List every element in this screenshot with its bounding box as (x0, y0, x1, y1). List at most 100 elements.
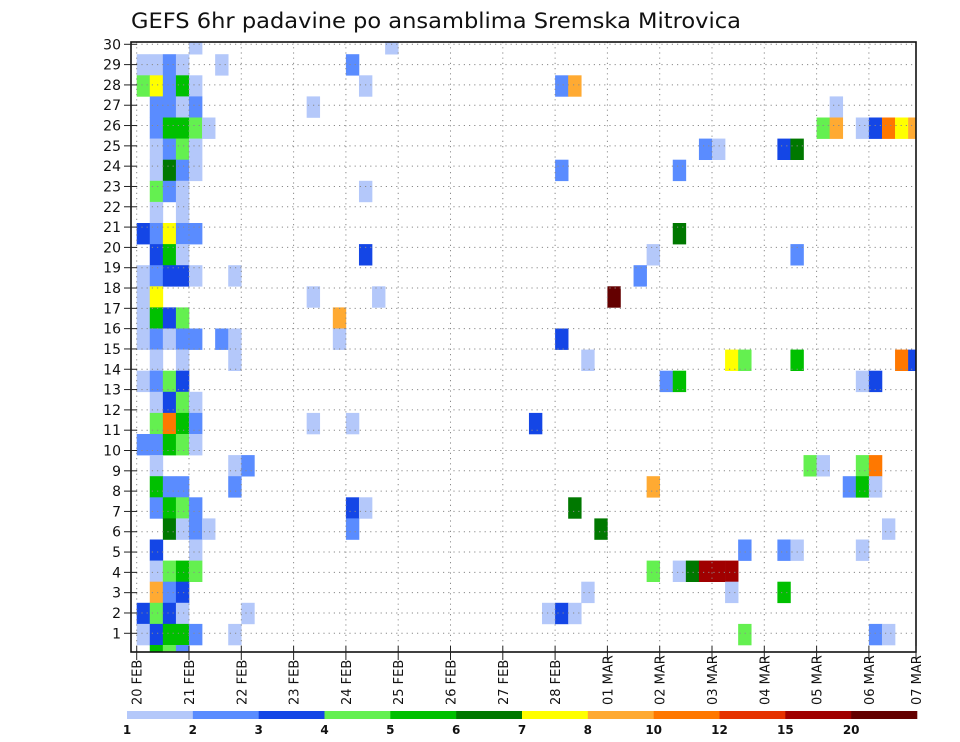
colorbar-label: 3 (254, 723, 262, 737)
heatmap-cell (895, 349, 909, 371)
heatmap-cell (149, 497, 164, 519)
heatmap-cell (345, 54, 360, 76)
heatmap-cell (868, 623, 883, 646)
y-tick-label: 6 (112, 525, 121, 541)
heatmap-cell (358, 497, 373, 519)
heatmap-cell (215, 328, 229, 350)
heatmap-cell (189, 75, 203, 97)
colorbar-segment (192, 711, 259, 719)
heatmap-cell (228, 476, 242, 498)
heatmap-cell (790, 539, 804, 561)
heatmap-cell (175, 602, 190, 625)
x-tick-label: 27 FEB (497, 660, 512, 705)
heatmap-cell (136, 286, 151, 308)
heatmap-cell (136, 602, 151, 625)
heatmap-cell (162, 138, 177, 160)
y-tick-label: 1 (112, 626, 121, 642)
heatmap-cell (868, 455, 883, 477)
heatmap-cell (175, 54, 190, 76)
y-tick-label: 28 (103, 78, 121, 94)
y-tick-label: 10 (103, 444, 121, 460)
heatmap-cell (136, 623, 151, 646)
y-tick-label: 27 (103, 98, 121, 114)
heatmap-cell (189, 497, 203, 519)
x-tick-label: 28 FEB (549, 660, 564, 705)
y-tick-label: 30 (103, 37, 121, 53)
heatmap-cell (555, 75, 569, 97)
colorbar-segment (719, 711, 786, 719)
heatmap-cell (189, 434, 203, 456)
heatmap-cell (646, 476, 661, 498)
heatmap-cell (306, 286, 321, 308)
heatmap-cell (372, 286, 386, 308)
colorbar-label: 1 (123, 723, 131, 737)
heatmap-cell (162, 434, 177, 456)
heatmap-cell (149, 96, 164, 118)
heatmap-cell (136, 54, 151, 76)
colorbar-segment (258, 711, 325, 719)
y-tick-label: 24 (103, 159, 121, 175)
heatmap-cell (816, 455, 830, 477)
chart-title: GEFS 6hr padavine po ansamblima Sremska … (131, 9, 741, 33)
heatmap-cell (358, 180, 373, 203)
heatmap-cell (149, 412, 164, 435)
heatmap-cell (895, 117, 909, 139)
heatmap-cell (855, 539, 870, 561)
colorbar-label: 2 (189, 723, 197, 737)
heatmap-cell (149, 244, 164, 266)
y-tick-label: 29 (103, 58, 121, 74)
colorbar-label: 7 (518, 723, 526, 737)
heatmap-cell (646, 244, 661, 266)
heatmap-cell (868, 476, 883, 498)
heatmap-cell (385, 42, 399, 55)
heatmap-cell (633, 265, 647, 287)
y-tick-label: 3 (112, 586, 121, 602)
heatmap-cell (581, 581, 595, 604)
x-tick-label: 21 FEB (183, 660, 198, 705)
x-tick-label: 26 FEB (445, 660, 460, 705)
heatmap-cell (881, 117, 896, 139)
colorbar-label: 4 (320, 723, 328, 737)
y-tick-label: 14 (103, 362, 121, 378)
heatmap-cell (175, 476, 190, 498)
heatmap-cell (306, 96, 321, 118)
heatmap-cell (175, 370, 190, 393)
heatmap-cell (345, 497, 360, 519)
heatmap-cell (149, 328, 164, 350)
y-tick-label: 12 (103, 403, 121, 419)
heatmap-cell (332, 307, 347, 329)
heatmap-cell (672, 159, 687, 182)
heatmap-cell (175, 412, 190, 435)
heatmap-cell (175, 138, 190, 160)
y-tick-label: 5 (112, 545, 121, 561)
colorbar-label: 5 (386, 723, 394, 737)
heatmap-cell (162, 391, 177, 414)
heatmap-cell (162, 518, 177, 540)
y-tick-label: 20 (103, 240, 121, 256)
x-tick-label: 20 FEB (131, 660, 146, 705)
heatmap-cell (162, 54, 177, 76)
heatmap-cell (829, 117, 844, 139)
heatmap-cell (855, 455, 870, 477)
colorbar-segment (390, 711, 457, 719)
heatmap-cell (712, 138, 726, 160)
colorbar-segment (587, 711, 654, 719)
heatmap-cell (672, 560, 687, 582)
heatmap-cell (725, 581, 739, 604)
heatmap-cell (881, 623, 896, 646)
colorbar-segment (653, 711, 720, 719)
heatmap-cell (149, 602, 164, 625)
colorbar-segment (785, 711, 852, 719)
heatmap-cell (855, 370, 870, 393)
heatmap-cell (555, 328, 569, 350)
heatmap-cell (149, 623, 164, 646)
heatmap-cell (175, 180, 190, 203)
heatmap-cell (202, 117, 216, 139)
heatmap-cell (358, 75, 373, 97)
y-tick-label: 19 (103, 261, 121, 277)
heatmap-cell (607, 286, 621, 308)
heatmap-cell (189, 96, 203, 118)
heatmap-cell (908, 349, 916, 371)
heatmap-cell (777, 539, 791, 561)
heatmap-cell (568, 75, 582, 97)
